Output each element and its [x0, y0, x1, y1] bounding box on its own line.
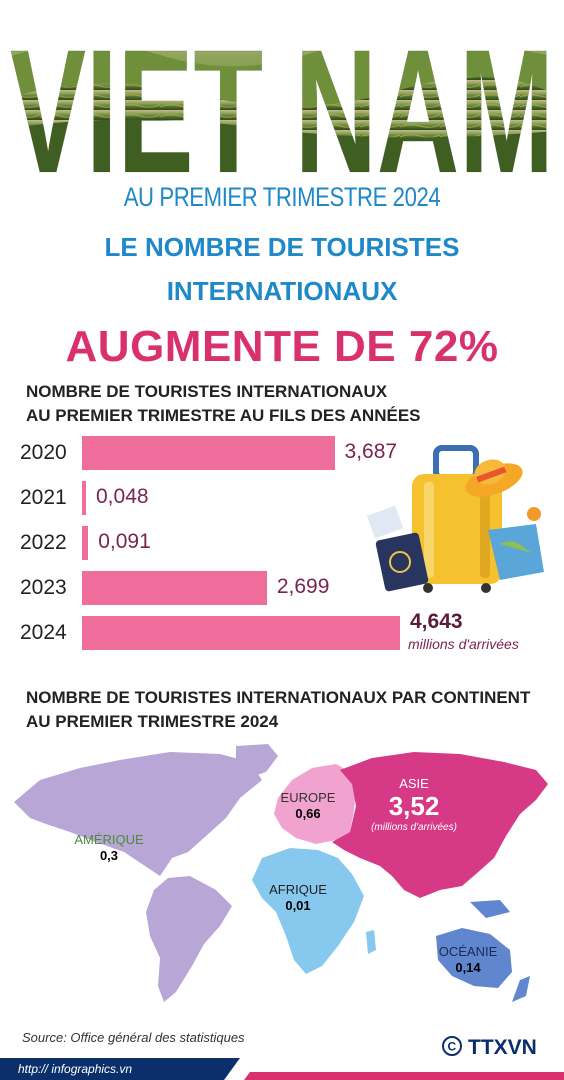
- label-africa-name: AFRIQUE: [269, 882, 327, 897]
- label-america-value: 0,3: [99, 848, 119, 863]
- hero-banner: VIET NAM VIET NAM: [10, 14, 554, 180]
- bar-unit-label: millions d'arrivées: [408, 636, 519, 652]
- label-europe-value: 0,66: [295, 806, 321, 821]
- footer-link[interactable]: http:// infographics.vn: [18, 1062, 133, 1076]
- bar: [82, 571, 267, 605]
- label-africa-value: 0,01: [285, 898, 311, 913]
- svg-text:C: C: [448, 1040, 457, 1054]
- bar-year-label: 2021: [20, 486, 67, 509]
- label-america-name: AMÉRIQUE: [74, 832, 144, 847]
- region-europe: [274, 764, 356, 844]
- label-oceania-name: OCÉANIE: [438, 944, 498, 959]
- source-note: Source: Office général des statistiques: [22, 1030, 245, 1045]
- bar: [82, 436, 335, 470]
- section-title-years: NOMBRE DE TOURISTES INTERNATIONAUX AU PR…: [26, 380, 421, 428]
- label-oceania: OCÉANIE 0,14: [426, 944, 510, 976]
- label-asia-value: 3,52: [388, 791, 440, 821]
- bar-year-label: 2020: [20, 441, 67, 464]
- ttxvn-logo: C TTXVN: [440, 1034, 558, 1065]
- bar-value-label: 3,687: [344, 440, 398, 463]
- label-asia-name: ASIE: [399, 776, 429, 791]
- label-asia-unit: (millions d'arrivées): [371, 822, 457, 833]
- bar-value-label: 0,048: [96, 485, 149, 508]
- headline-line-1: LE NOMBRE DE TOURISTES: [104, 232, 460, 262]
- label-oceania-value: 0,14: [455, 960, 481, 975]
- label-europe: EUROPE 0,66: [272, 790, 344, 822]
- section-title-continents-line-1: NOMBRE DE TOURISTES INTERNATIONAUX PAR C…: [26, 688, 531, 707]
- hero-title: VIET NAM: [10, 14, 554, 180]
- bar: [82, 481, 86, 515]
- subtitle: AU PREMIER TRIMESTRE 2024: [123, 182, 441, 212]
- bar: [82, 616, 400, 650]
- bar-value-label: 0,091: [98, 530, 151, 553]
- world-map: [14, 744, 548, 1002]
- region-asia: [332, 752, 548, 898]
- section-title-continents: NOMBRE DE TOURISTES INTERNATIONAUX PAR C…: [26, 686, 530, 734]
- section-title-years-line-1: NOMBRE DE TOURISTES INTERNATIONAUX: [26, 382, 388, 401]
- ttxvn-logo-mark: C TTXVN: [442, 1036, 537, 1059]
- bar: [82, 526, 89, 560]
- bar-year-label: 2024: [20, 621, 67, 644]
- label-europe-name: EUROPE: [280, 790, 336, 805]
- bar-chart: 2020 3,687 2021 0,048 2022 0,091 2023 2,699 2024…: [0, 430, 564, 670]
- section-title-continents-line-2: AU PREMIER TRIMESTRE 2024: [26, 712, 279, 731]
- region-oceania: [436, 928, 512, 988]
- suitcase-icon: [366, 445, 544, 593]
- label-asia: ASIE 3,52 (millions d'arrivées): [362, 776, 466, 836]
- footer-bar: [0, 1058, 564, 1080]
- ttxvn-logo-text: TTXVN: [468, 1036, 537, 1059]
- region-africa: [252, 848, 364, 974]
- bar-value-label: 2,699: [276, 575, 330, 598]
- label-america: AMÉRIQUE 0,3: [64, 832, 154, 864]
- section-title-years-line-2: AU PREMIER TRIMESTRE AU FILS DES ANNÉES: [26, 406, 421, 425]
- headline-growth: AUGMENTE DE 72%: [65, 322, 499, 371]
- label-africa: AFRIQUE 0,01: [256, 882, 340, 914]
- bar-year-label: 2023: [20, 576, 67, 599]
- region-america: [14, 752, 262, 1002]
- bar-value-label: 4,643: [410, 610, 463, 633]
- headline-line-2: INTERNATIONAUX: [166, 276, 398, 306]
- bar-year-label: 2022: [20, 531, 67, 554]
